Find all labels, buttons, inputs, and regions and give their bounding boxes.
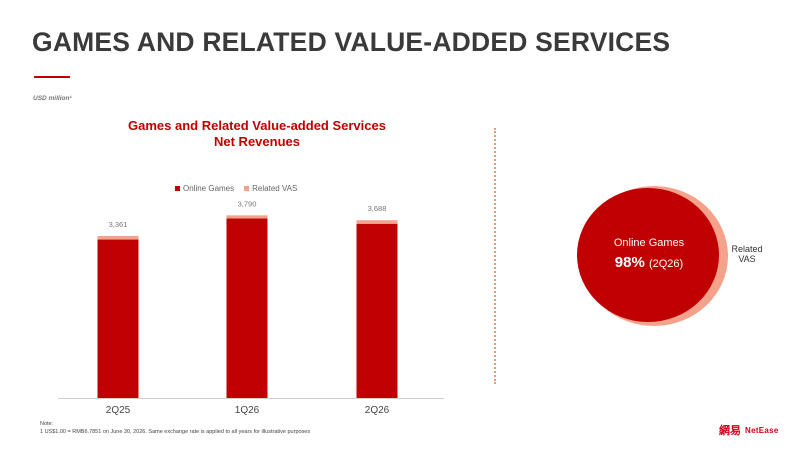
chart-title: Games and Related Value-added Services N… <box>70 118 444 150</box>
bar-online-games-2q25 <box>97 239 139 398</box>
title-underline <box>34 76 70 78</box>
bar-online-games-2q26 <box>356 223 398 398</box>
legend-swatch-related-vas <box>244 186 250 191</box>
pie-center-text: Online Games 98% (2Q26) <box>589 237 709 271</box>
unit-note: USD million¹ <box>33 95 72 102</box>
bar-total-label-1q26: 3,790 <box>238 199 257 208</box>
bar-related-vas-1q26 <box>226 215 268 219</box>
section-divider <box>494 128 496 384</box>
page-title: GAMES AND RELATED VALUE-ADDED SERVICES <box>32 27 671 57</box>
legend-item-related-vas: Related VAS <box>244 184 297 193</box>
chart-title-line-1: Games and Related Value-added Services <box>128 118 386 133</box>
legend-label-related-vas: Related VAS <box>252 184 298 193</box>
logo-mark: 網易 <box>719 424 741 437</box>
footnote-line: 1 US$1.00 = RMB6.7851 on June 30, 2026. … <box>40 429 311 435</box>
legend-label-online-games: Online Games <box>183 184 235 193</box>
bar-total-label-2q26: 3,688 <box>368 204 387 213</box>
x-tick-label-2q25: 2Q25 <box>106 405 131 416</box>
bar-online-games-1q26 <box>226 218 268 398</box>
pie-main-label: Online Games <box>613 237 685 249</box>
legend-swatch-online-games <box>175 186 180 191</box>
pie-slice-online-games <box>577 188 719 322</box>
pie-period: (2Q26) <box>648 258 684 270</box>
bar-total-label-2q25: 3,361 <box>109 220 128 229</box>
bar-related-vas-2q26 <box>356 220 398 224</box>
pie-side-label: Related VAS <box>722 244 772 264</box>
pie-side-label-line-2: VAS <box>738 254 756 264</box>
x-tick-label-2q26: 2Q26 <box>365 405 390 416</box>
bar-related-vas-2q25 <box>97 235 139 240</box>
pie-side-label-line-1: Related <box>731 244 763 254</box>
chart-title-line-2: Net Revenues <box>214 134 300 149</box>
pie-main-percent-row: 98% (2Q26) <box>589 254 709 271</box>
pie-main-percent: 98% <box>614 254 645 271</box>
logo-text: NetEase <box>745 425 779 435</box>
netease-logo: 網易 NetEase <box>719 422 779 438</box>
legend-item-online-games: Online Games <box>175 184 234 193</box>
chart-legend: Online Games Related VAS <box>175 184 345 193</box>
footnote: Note: 1 US$1.00 = RMB6.7851 on June 30, … <box>40 420 310 436</box>
footnote-title: Note: <box>40 421 54 427</box>
x-tick-label-1q26: 1Q26 <box>235 405 260 416</box>
